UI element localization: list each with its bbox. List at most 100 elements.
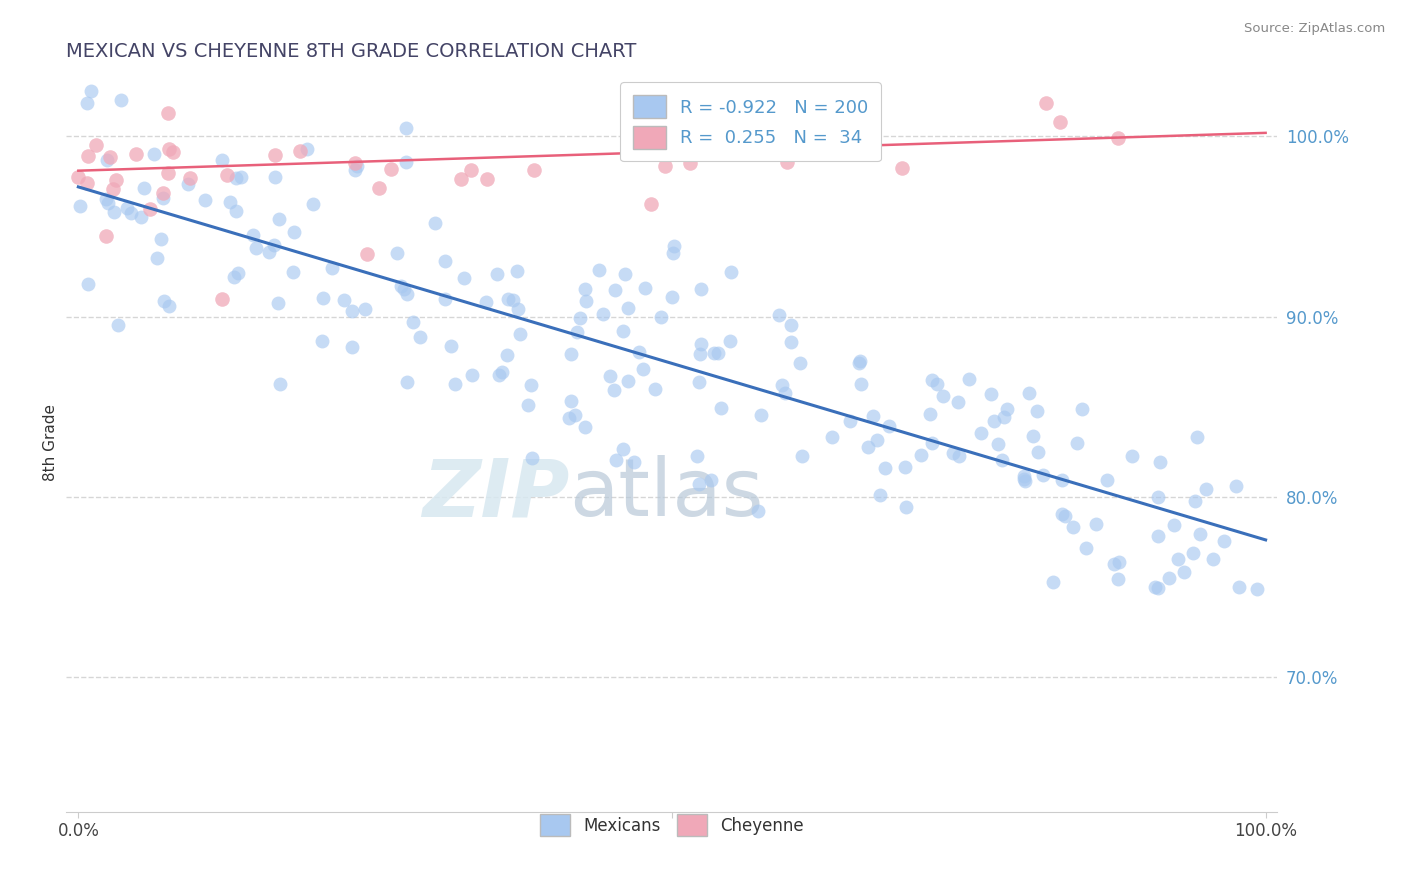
Point [145, 252, 167, 266]
Point [1189, 527, 1212, 541]
Point [264, 147, 287, 161]
Point [779, 318, 801, 332]
Point [389, 279, 412, 293]
Point [245, 242, 267, 256]
Point [267, 296, 290, 310]
Point [283, 225, 305, 239]
Point [380, 162, 402, 177]
Point [1159, 571, 1181, 585]
Point [385, 246, 408, 260]
Point [156, 106, 179, 120]
Point [574, 282, 596, 296]
Point [157, 166, 180, 180]
Point [281, 265, 304, 279]
Point [849, 354, 872, 368]
Point [623, 455, 645, 469]
Point [1084, 517, 1107, 532]
Point [84, 138, 107, 153]
Point [575, 293, 598, 308]
Point [269, 211, 291, 226]
Point [333, 293, 356, 307]
Point [617, 374, 640, 388]
Point [839, 414, 862, 428]
Point [340, 304, 363, 318]
Point [80, 85, 103, 99]
Point [312, 291, 335, 305]
Point [921, 435, 943, 450]
Point [1121, 450, 1143, 464]
Point [115, 201, 138, 215]
Point [396, 376, 419, 390]
Point [105, 172, 128, 186]
Point [179, 170, 201, 185]
Point [1149, 455, 1171, 469]
Point [948, 450, 970, 464]
Point [77, 148, 100, 162]
Point [995, 402, 1018, 417]
Point [1074, 541, 1097, 556]
Point [67, 169, 90, 184]
Point [789, 356, 811, 370]
Point [392, 282, 415, 296]
Point [346, 160, 368, 174]
Point [461, 368, 484, 382]
Point [242, 228, 264, 243]
Point [612, 324, 634, 338]
Point [409, 330, 432, 344]
Point [217, 168, 239, 182]
Point [932, 388, 955, 402]
Point [77, 277, 100, 292]
Point [776, 155, 799, 169]
Point [1107, 572, 1129, 586]
Point [1014, 472, 1036, 486]
Point [354, 301, 377, 316]
Point [491, 365, 513, 379]
Point [1107, 130, 1129, 145]
Point [502, 293, 524, 307]
Text: ZIP: ZIP [422, 455, 569, 533]
Point [987, 436, 1010, 450]
Point [488, 368, 510, 383]
Point [1146, 529, 1168, 543]
Point [450, 172, 472, 186]
Point [942, 446, 965, 460]
Point [599, 369, 621, 384]
Point [631, 94, 654, 108]
Point [1053, 509, 1076, 524]
Point [516, 398, 538, 412]
Point [1018, 385, 1040, 400]
Point [866, 433, 889, 447]
Point [848, 356, 870, 370]
Point [211, 292, 233, 306]
Point [506, 301, 529, 316]
Point [628, 345, 651, 359]
Point [225, 171, 247, 186]
Point [194, 193, 217, 207]
Point [1146, 581, 1168, 595]
Point [1050, 508, 1073, 522]
Point [486, 267, 509, 281]
Point [226, 266, 249, 280]
Point [1095, 473, 1118, 487]
Point [401, 315, 423, 329]
Point [820, 430, 842, 444]
Point [560, 347, 582, 361]
Point [679, 132, 702, 146]
Point [368, 180, 391, 194]
Point [153, 294, 176, 309]
Text: Source: ZipAtlas.com: Source: ZipAtlas.com [1244, 22, 1385, 36]
Point [509, 326, 531, 341]
Point [142, 147, 165, 161]
Point [121, 206, 143, 220]
Y-axis label: 8th Grade: 8th Grade [44, 404, 58, 481]
Point [991, 453, 1014, 467]
Point [1026, 445, 1049, 459]
Point [506, 264, 529, 278]
Point [76, 177, 98, 191]
Point [124, 146, 146, 161]
Point [699, 473, 721, 487]
Point [219, 195, 242, 210]
Point [662, 239, 685, 253]
Point [980, 387, 1002, 401]
Point [856, 440, 879, 454]
